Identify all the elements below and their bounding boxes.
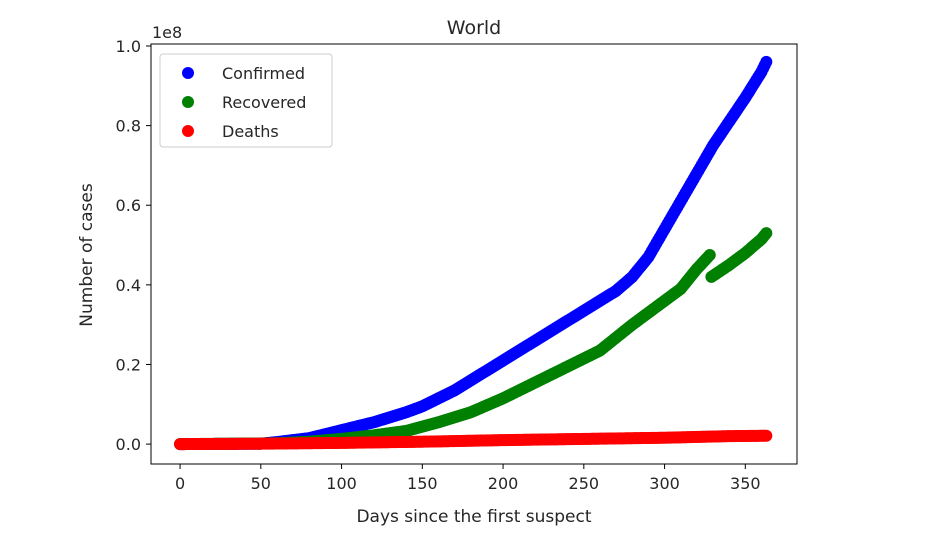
data-point xyxy=(703,249,716,261)
series-deaths xyxy=(174,429,773,451)
data-point xyxy=(760,429,773,442)
y-axis-label: Number of cases xyxy=(77,183,97,327)
x-tick-label: 250 xyxy=(569,474,600,493)
y-tick-label: 0.2 xyxy=(116,355,141,374)
series-recovered xyxy=(174,227,773,451)
x-tick-label: 100 xyxy=(326,474,357,493)
x-tick-label: 0 xyxy=(175,474,185,493)
x-tick-label: 200 xyxy=(488,474,519,493)
y-tick-label: 0.8 xyxy=(116,117,141,136)
x-ticks: 0 50 100 150 200 250 300 350 xyxy=(175,464,761,493)
x-tick-label: 50 xyxy=(251,474,271,493)
legend-marker-confirmed xyxy=(182,67,194,79)
y-tick-label: 0.4 xyxy=(116,276,141,295)
plot-frame xyxy=(150,43,798,465)
data-point xyxy=(760,55,773,68)
legend-box xyxy=(159,53,333,148)
y-tick-label: 0.0 xyxy=(116,435,141,454)
points-layer xyxy=(174,55,773,451)
x-tick-label: 300 xyxy=(649,474,680,493)
y-ticks: 0.0 0.2 0.4 0.6 0.8 1.0 xyxy=(116,37,151,454)
y-tick-label: 0.6 xyxy=(116,196,141,215)
y-offset-label: 1e8 xyxy=(152,23,182,42)
legend-label-recovered: Recovered xyxy=(222,93,306,112)
legend-label-deaths: Deaths xyxy=(222,122,279,141)
legend-label-confirmed: Confirmed xyxy=(222,64,305,83)
legend-marker-recovered xyxy=(182,96,194,108)
chart-title: World xyxy=(447,17,501,39)
x-tick-label: 350 xyxy=(730,474,761,493)
legend-marker-deaths xyxy=(182,125,194,137)
y-tick-label: 1.0 xyxy=(116,37,141,56)
x-axis-label: Days since the first suspect xyxy=(356,507,591,527)
legend: Confirmed Recovered Deaths xyxy=(159,53,333,148)
x-tick-label: 150 xyxy=(407,474,438,493)
data-point xyxy=(760,227,773,240)
